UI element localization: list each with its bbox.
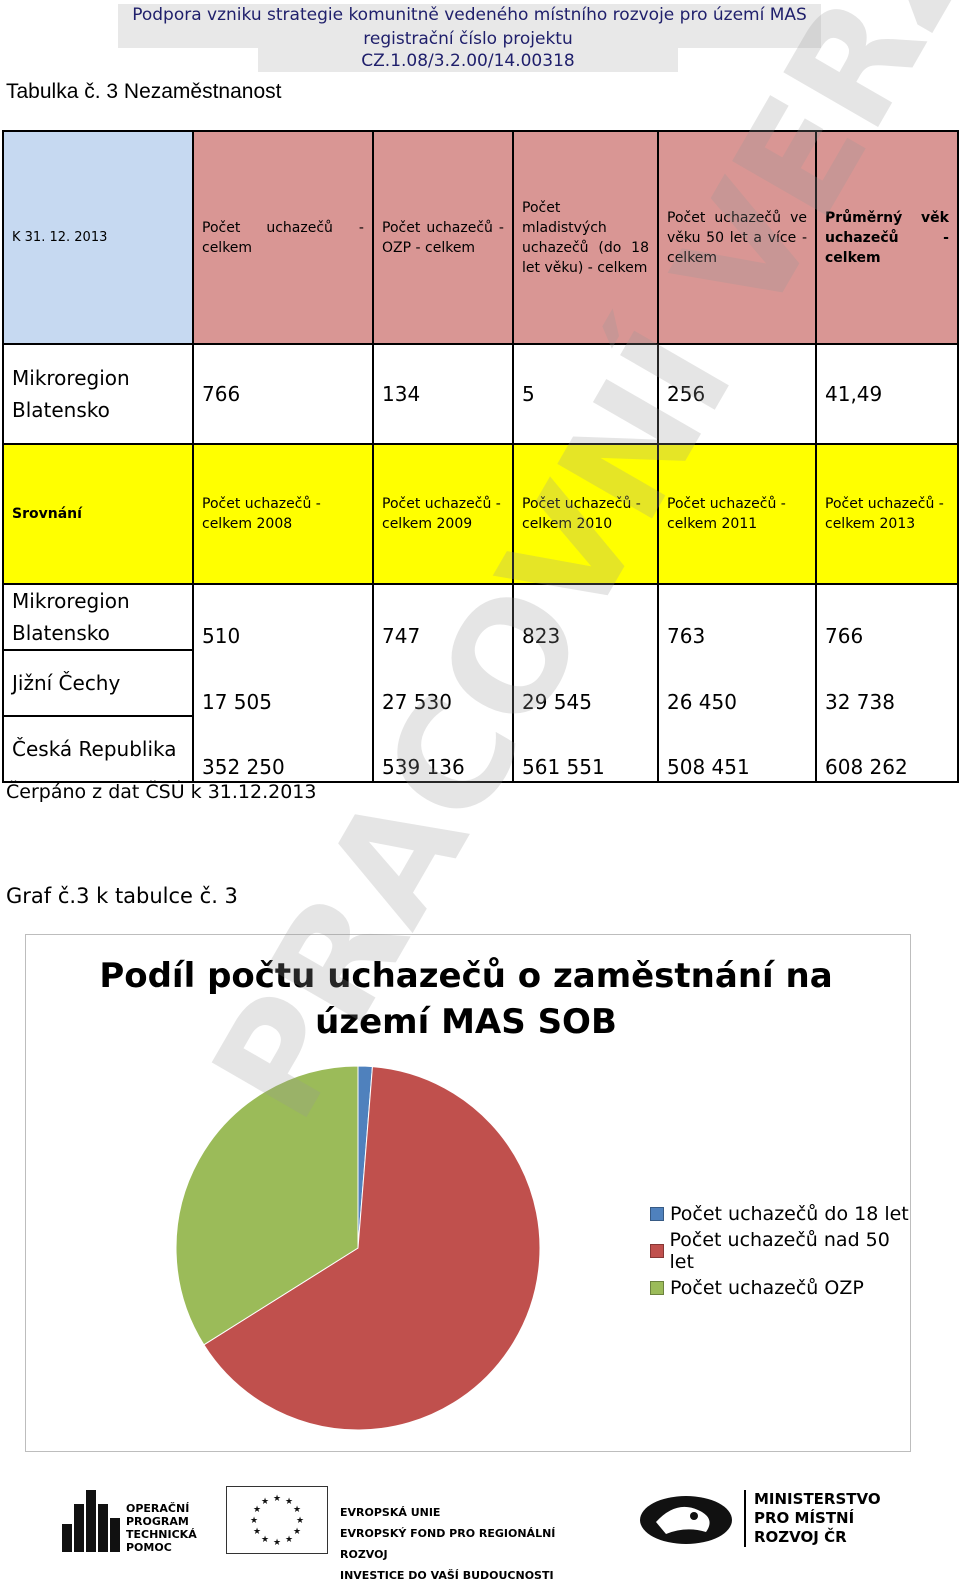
svg-text:★: ★: [261, 1534, 269, 1544]
chart-legend: Počet uchazečů do 18 let Počet uchazečů …: [650, 1195, 910, 1306]
data-cell: 17 505: [192, 650, 374, 716]
pie-slice: [203, 1066, 541, 1431]
header-cell: Počet uchazečů ve věku 50 let a více - c…: [657, 130, 817, 345]
legend-label: Počet uchazečů nad 50 let: [669, 1228, 890, 1273]
header-cell: Počet uchazečů - celkem: [192, 130, 374, 345]
compare-header-cell: Počet uchazečů - celkem 2013: [815, 443, 959, 585]
header-cell: Počet uchazečů - OZP - celkem: [372, 130, 514, 345]
table-row: Jižní Čechy 17 505 27 530 29 545 26 450 …: [2, 650, 959, 717]
source-note: Čerpáno z dat ČSÚ k 31.12.2013: [6, 781, 317, 803]
svg-text:★: ★: [293, 1504, 301, 1514]
data-cell: 766: [815, 584, 959, 650]
svg-text:★: ★: [273, 1537, 281, 1547]
row-name-cell: Jižní Čechy: [2, 650, 194, 717]
svg-text:★: ★: [293, 1526, 301, 1536]
optp-line: TECHNICKÁ: [126, 1528, 197, 1541]
svg-text:★: ★: [261, 1496, 269, 1506]
header-cell: Průměrný věk uchazečů - celkem: [815, 130, 959, 345]
eu-logo-text: EVROPSKÁ UNIE EVROPSKÝ FOND PRO REGIONÁL…: [340, 1502, 596, 1586]
unemployment-table: K 31. 12. 2013 Počet uchazečů - celkem P…: [2, 130, 959, 783]
svg-text:★: ★: [250, 1515, 258, 1525]
footer-logos: OPERAČNÍ PROGRAM TECHNICKÁ POMOC ★ ★ ★ ★ ★ ★…: [0, 1478, 960, 1582]
lion-emblem-icon: [640, 1496, 732, 1544]
legend-swatch: [650, 1243, 664, 1258]
data-cell: 823: [512, 584, 659, 650]
eu-line: EVROPSKÝ FOND PRO REGIONÁLNÍ ROZVOJ: [340, 1527, 556, 1561]
eu-logo: ★ ★ ★ ★ ★ ★ ★ ★ ★ ★ ★ ★ EVROPSKÁ UNIE EVROPSKÝ F…: [226, 1486, 596, 1582]
mmr-line: ROZVOJ ČR: [754, 1528, 847, 1546]
table-caption: Tabulka č. 3 Nezaměstnanost: [6, 80, 282, 103]
svg-text:★: ★: [285, 1534, 293, 1544]
optp-line: POMOC: [126, 1541, 172, 1554]
legend-swatch: [650, 1206, 664, 1221]
data-cell: 41,49: [815, 343, 959, 445]
compare-header-cell: Počet uchazečů - celkem 2011: [657, 443, 817, 585]
data-cell: 747: [372, 584, 514, 650]
row-name-cell: Mikroregion Blatensko: [2, 584, 194, 651]
legend-label: Počet uchazečů OZP: [670, 1276, 864, 1299]
data-cell: 608 262: [815, 716, 959, 783]
data-cell: 763: [657, 584, 817, 650]
data-cell: 766: [192, 343, 374, 445]
svg-text:★: ★: [253, 1504, 261, 1514]
data-cell: 29 545: [512, 650, 659, 716]
optp-line: PROGRAM: [126, 1515, 189, 1528]
table-row: Mikroregion Blatensko 766 134 5 256 41,4…: [2, 343, 959, 445]
eu-flag-icon: ★ ★★ ★★★ ★★★ ★★★: [226, 1486, 328, 1554]
eu-line: EVROPSKÁ UNIE: [340, 1506, 441, 1519]
table-header-row: K 31. 12. 2013 Počet uchazečů - celkem P…: [2, 130, 959, 345]
data-cell: 26 450: [657, 650, 817, 716]
table-corner-cell: K 31. 12. 2013: [2, 130, 194, 345]
legend-label: Počet uchazečů do 18 let: [670, 1202, 909, 1225]
compare-header-cell: Počet uchazečů - celkem 2009: [372, 443, 514, 585]
row-name-cell: Mikroregion Blatensko: [2, 343, 194, 445]
data-cell: 561 551: [512, 716, 659, 783]
data-cell: 32 738: [815, 650, 959, 716]
pie-chart-canvas: [175, 1065, 541, 1431]
data-cell: 134: [372, 343, 514, 445]
chart-caption: Graf č.3 k tabulce č. 3: [6, 884, 238, 908]
pie-slice: [175, 1065, 359, 1346]
data-cell: 539 136: [372, 716, 514, 783]
data-cell: 27 530: [372, 650, 514, 716]
mmr-line: MINISTERSTVO: [754, 1490, 881, 1508]
compare-label-cell: Srovnání: [2, 443, 194, 585]
data-cell: 5: [512, 343, 659, 445]
data-cell: 508 451: [657, 716, 817, 783]
svg-text:★: ★: [296, 1515, 304, 1525]
eu-line: INVESTICE DO VAŠÍ BUDOUCNOSTI: [340, 1569, 554, 1582]
row-name-cell: Česká Republika: [2, 716, 194, 783]
svg-text:★: ★: [285, 1496, 293, 1506]
header-registration: registrační číslo projektu CZ.1.08/3.2.0…: [258, 28, 678, 72]
table-row: Mikroregion Blatensko 510 747 823 763 76…: [2, 584, 959, 651]
mmr-logo: MINISTERSTVO PRO MÍSTNÍ ROZVOJ ČR: [636, 1488, 886, 1550]
optp-line: OPERAČNÍ: [126, 1502, 190, 1515]
table-row: Česká Republika 352 250 539 136 561 551 …: [2, 716, 959, 783]
pie-chart: Podíl počtu uchazečů o zaměstnání na úze…: [25, 934, 911, 1452]
data-cell: 256: [657, 343, 817, 445]
svg-text:★: ★: [273, 1493, 281, 1503]
mmr-line: PRO MÍSTNÍ: [754, 1509, 855, 1527]
chart-title: Podíl počtu uchazečů o zaměstnání na úze…: [99, 956, 833, 1042]
compare-header-cell: Počet uchazečů - celkem 2008: [192, 443, 374, 585]
optp-logo: OPERAČNÍ PROGRAM TECHNICKÁ POMOC: [62, 1484, 212, 1554]
optp-logo-text: OPERAČNÍ PROGRAM TECHNICKÁ POMOC: [126, 1502, 197, 1554]
header-cell: Počet mladistvých uchazečů (do 18 let vě…: [512, 130, 659, 345]
optp-logo-mark: [62, 1490, 120, 1552]
legend-item: Počet uchazečů OZP: [650, 1269, 910, 1306]
legend-item: Počet uchazečů do 18 let: [650, 1195, 910, 1232]
svg-text:★: ★: [253, 1526, 261, 1536]
data-cell: 510: [192, 584, 374, 650]
legend-swatch: [650, 1280, 664, 1295]
legend-item: Počet uchazečů nad 50 let: [650, 1229, 910, 1273]
compare-header-cell: Počet uchazečů - celkem 2010: [512, 443, 659, 585]
mmr-logo-text: MINISTERSTVO PRO MÍSTNÍ ROZVOJ ČR: [744, 1490, 881, 1547]
data-cell: 352 250: [192, 716, 374, 783]
compare-header-row: Srovnání Počet uchazečů - celkem 2008 Po…: [2, 443, 959, 585]
